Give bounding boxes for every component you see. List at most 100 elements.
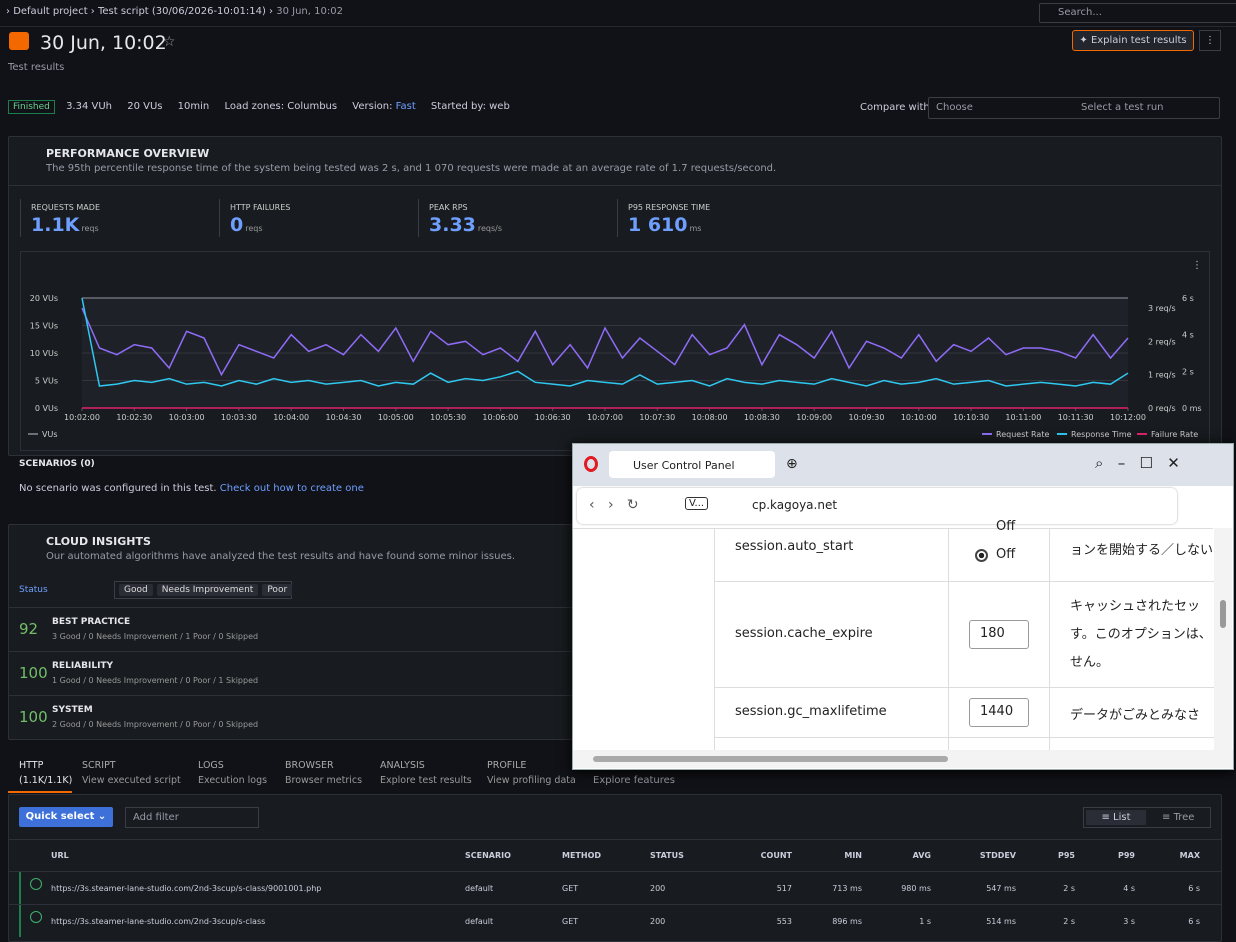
y2-tick-label: 1 req/s [1148, 371, 1176, 380]
tab-title[interactable]: ANALYSIS [380, 760, 425, 771]
insight-title[interactable]: BEST PRACTICE [52, 617, 131, 627]
tab-subtitle: Browser metrics [285, 775, 363, 786]
input-value: 180 [980, 626, 1005, 641]
k6-logo [9, 32, 29, 50]
x-tick-label: 10:04:30 [326, 413, 362, 422]
explore-tab[interactable]: Explore features [593, 775, 676, 786]
tab-title[interactable]: BROWSER [285, 760, 334, 771]
chart: 0 VUs 5 VUs 10 VUs 15 VUs 20 VUs 0 req/s 1 req… [28, 260, 1202, 439]
search-box[interactable]: Search... [1039, 3, 1236, 23]
x-tick-label: 10:08:00 [692, 413, 728, 422]
cell: 896 ms [832, 917, 862, 926]
y2-tick-label: 0 req/s [1148, 404, 1176, 413]
version[interactable]: Fast [395, 101, 416, 112]
x-tick-label: 10:07:30 [639, 413, 675, 422]
filter-tag[interactable]: Needs Improvement [156, 584, 259, 596]
row-accent [19, 872, 21, 904]
x-tick-label: 10:11:30 [1058, 413, 1094, 422]
status-filter[interactable]: Good Needs Improvement Poor [114, 581, 293, 599]
cell: default [465, 884, 494, 893]
tab-subtitle: View profiling data [487, 775, 576, 786]
radio-dot[interactable] [975, 549, 988, 562]
radio-option[interactable]: Off [996, 547, 1016, 562]
tab-title[interactable]: SCRIPT [82, 760, 116, 771]
filter-tag[interactable]: Good [119, 584, 153, 596]
y-tick-label: 10 VUs [30, 349, 58, 358]
vuh: 3.34 VUh [66, 101, 113, 112]
site-chip[interactable]: V... [685, 497, 709, 510]
compare-select[interactable]: Choose Select a test run [928, 97, 1220, 119]
unit: reqs/s [477, 224, 503, 233]
insight-title[interactable]: SYSTEM [52, 705, 93, 715]
setting-desc: せん。 [1070, 655, 1110, 670]
metric-value: 1.1K reqs [31, 214, 99, 236]
tab-title[interactable]: PROFILE [487, 760, 527, 771]
insight-score: 92 [19, 620, 39, 638]
tab-title[interactable]: HTTP [19, 760, 44, 771]
cell: 6 s [1188, 884, 1200, 893]
input-value: 1440 [980, 704, 1014, 719]
explain-button[interactable]: ✦ Explain test results [1072, 30, 1194, 51]
setting-key: session.auto_start [735, 539, 854, 554]
metric-divider [219, 199, 220, 237]
filter-tag[interactable]: Poor [262, 584, 293, 596]
divider [9, 871, 1221, 872]
setting-desc: キャッシュされたセッ [1070, 599, 1201, 614]
filter-input[interactable]: Add filter [125, 807, 259, 828]
opera-logo [584, 456, 598, 472]
x-tick-label: 10:06:00 [482, 413, 518, 422]
more-button[interactable]: ⋮ [1199, 30, 1221, 51]
scenarios-text: No scenario was configured in this test.… [19, 483, 364, 494]
insight-detail: 1 Good / 0 Needs Improvement / 0 Poor / … [52, 676, 259, 685]
unit: reqs [81, 224, 99, 233]
address-bar: ‹ › ↻ V... cp.kagoya.net [577, 488, 1177, 524]
metric-label: REQUESTS MADE [31, 203, 100, 212]
v-scrollbar[interactable] [1214, 528, 1232, 750]
list-button[interactable]: ≡ List [1086, 810, 1146, 825]
y3-tick-label: 0 ms [1182, 404, 1202, 413]
y3-tick-label: 6 s [1182, 294, 1194, 303]
crumb[interactable]: Default project [13, 6, 88, 17]
metric-divider [20, 199, 21, 237]
search-placeholder: Search... [1058, 7, 1102, 18]
divider [9, 839, 1221, 840]
x-tick-label: 10:10:00 [901, 413, 937, 422]
crumb[interactable]: Test script (30/06/2026-10:01:14) [97, 6, 266, 17]
y3-tick-label: 4 s [1182, 331, 1194, 340]
overview-description: The 95th percentile response time of the… [46, 163, 777, 174]
new-tab[interactable]: ⊕ [786, 456, 798, 472]
insight-score: 100 [19, 664, 48, 682]
quick-select[interactable]: Quick select ⌄ [19, 807, 113, 827]
insight-title[interactable]: RELIABILITY [52, 661, 114, 671]
legend-label: Request Rate [996, 430, 1049, 439]
view-toggle: ≡ List ≡ Tree [1083, 807, 1211, 828]
top-bar: › Default project › Test script (30/06/2… [0, 0, 1236, 27]
value: 3.33 [429, 214, 476, 236]
insight-detail: 3 Good / 0 Needs Improvement / 1 Poor / … [52, 632, 259, 641]
x-tick-label: 10:04:00 [273, 413, 309, 422]
window-controls[interactable]: ⌕ – ☐ ✕ [1095, 454, 1180, 472]
y-tick-label: 15 VUs [30, 322, 58, 331]
radio-option[interactable]: Off [996, 519, 1016, 534]
cell: GET [562, 884, 579, 893]
url[interactable]: cp.kagoya.net [752, 498, 838, 512]
page-content: session.auto_start Off Off ョンを開始する／しない sessi… [573, 519, 1214, 751]
row-accent [19, 905, 21, 937]
h-scrollbar[interactable] [573, 750, 1233, 768]
check-icon [30, 911, 42, 923]
star[interactable]: ☆ [163, 34, 176, 50]
tab[interactable]: User Control Panel [609, 451, 775, 478]
tree-button[interactable]: ≡ Tree [1162, 812, 1195, 823]
cell: https://3s.steamer-lane-studio.com/2nd-3… [51, 917, 266, 926]
text-input[interactable]: 180 [969, 620, 1029, 649]
tab-title[interactable]: LOGS [198, 760, 224, 771]
tab-subtitle: Explore test results [380, 775, 472, 786]
text-input[interactable]: 1440 [969, 698, 1029, 727]
scenarios-link[interactable]: Check out how to create one [219, 483, 364, 494]
divider [9, 185, 1221, 186]
nav-buttons[interactable]: ‹ › ↻ [589, 497, 639, 513]
x-tick-label: 10:05:30 [430, 413, 466, 422]
x-tick-label: 10:05:00 [378, 413, 414, 422]
y-tick-label: 0 VUs [35, 404, 58, 413]
